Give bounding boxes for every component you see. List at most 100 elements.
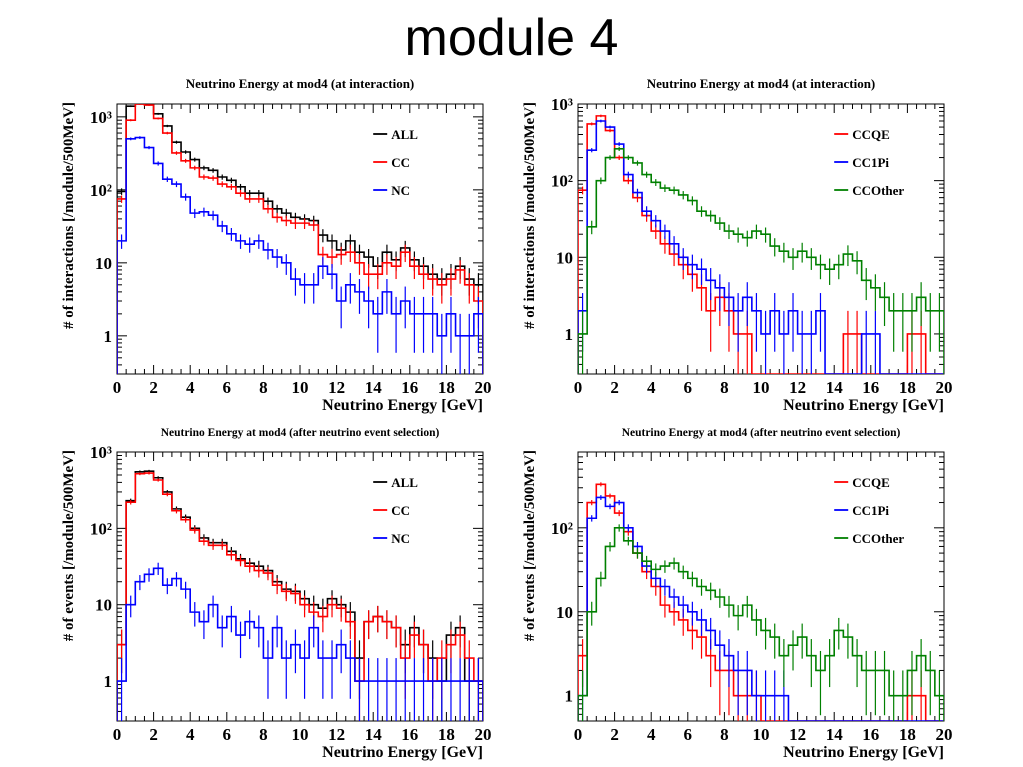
x-tick-label: 20 — [475, 725, 492, 744]
chart-title: Neutrino Energy at mod4 (after neutrino … — [161, 427, 440, 439]
y-axis-label: # of events [/module/500MeV] — [522, 450, 538, 641]
x-tick-label: 14 — [365, 725, 383, 744]
x-tick-label: 16 — [862, 725, 879, 744]
y-tick-label: 10² — [551, 172, 573, 191]
x-tick-label: 18 — [899, 378, 916, 397]
series-line — [578, 148, 944, 374]
legend-label: CCOther — [852, 531, 904, 546]
y-tick-label: 10³ — [90, 108, 112, 127]
x-tick-label: 20 — [936, 378, 953, 397]
chart-title: Neutrino Energy at mod4 (at interaction) — [647, 76, 876, 91]
x-tick-label: 8 — [259, 378, 268, 397]
legend-label: CCQE — [852, 127, 890, 142]
x-axis-label: Neutrino Energy [GeV] — [783, 744, 944, 761]
legend-label: NC — [391, 531, 410, 546]
legend-label: ALL — [391, 475, 418, 490]
y-axis-label: # of events [/module/500MeV] — [61, 450, 77, 641]
legend-label: CC1Pi — [852, 155, 889, 170]
x-tick-label: 10 — [753, 378, 770, 397]
series-nc — [117, 562, 483, 721]
x-tick-label: 18 — [438, 378, 455, 397]
slide-title: module 4 — [404, 9, 619, 67]
series-ccqe — [578, 114, 944, 374]
legend-label: ALL — [391, 127, 418, 142]
series-ccother — [578, 146, 944, 374]
series-line — [578, 527, 944, 721]
x-tick-label: 16 — [401, 378, 418, 397]
series-line — [117, 136, 483, 374]
chart-title: Neutrino Energy at mod4 (after neutrino … — [622, 427, 901, 439]
x-tick-label: 8 — [720, 725, 729, 744]
y-axis-label: # of interactions [/module/500MeV] — [522, 102, 538, 329]
x-tick-label: 12 — [789, 378, 806, 397]
x-tick-label: 16 — [401, 725, 418, 744]
y-tick-label: 10² — [90, 181, 112, 200]
x-tick-label: 4 — [647, 725, 656, 744]
x-tick-label: 8 — [259, 725, 268, 744]
x-tick-label: 12 — [328, 378, 345, 397]
chart-1: Neutrino Energy at mod4 (at interaction)… — [61, 76, 492, 414]
x-tick-label: 4 — [186, 725, 195, 744]
y-tick-label: 1 — [104, 672, 113, 691]
x-axis-label: Neutrino Energy [GeV] — [783, 397, 944, 414]
x-tick-label: 0 — [574, 725, 583, 744]
x-tick-label: 2 — [149, 378, 158, 397]
x-tick-label: 10 — [292, 725, 309, 744]
chart-title: Neutrino Energy at mod4 (at interaction) — [186, 76, 415, 91]
x-tick-label: 16 — [862, 378, 879, 397]
y-tick-label: 10 — [556, 248, 573, 267]
series-nc — [117, 136, 483, 374]
x-tick-label: 6 — [223, 725, 232, 744]
x-tick-label: 14 — [826, 378, 844, 397]
legend-label: CC — [391, 155, 410, 170]
x-tick-label: 20 — [475, 378, 492, 397]
x-tick-label: 0 — [113, 725, 122, 744]
x-tick-label: 12 — [789, 725, 806, 744]
x-tick-label: 14 — [826, 725, 844, 744]
x-tick-label: 0 — [113, 378, 122, 397]
x-tick-label: 10 — [753, 725, 770, 744]
x-tick-label: 4 — [647, 378, 656, 397]
y-tick-label: 10 — [95, 254, 112, 273]
legend-label: CCQE — [852, 475, 890, 490]
series-line — [117, 472, 483, 721]
x-tick-label: 10 — [292, 378, 309, 397]
x-tick-label: 8 — [720, 378, 729, 397]
x-tick-label: 20 — [936, 725, 953, 744]
x-tick-label: 14 — [365, 378, 383, 397]
y-tick-label: 10³ — [90, 443, 112, 462]
x-tick-label: 18 — [899, 725, 916, 744]
x-tick-label: 2 — [149, 725, 158, 744]
x-tick-label: 6 — [684, 725, 693, 744]
legend-label: CC — [391, 503, 410, 518]
x-tick-label: 12 — [328, 725, 345, 744]
series-line — [578, 496, 944, 721]
series-ccother — [578, 524, 944, 721]
y-tick-label: 1 — [565, 687, 574, 706]
x-tick-label: 0 — [574, 378, 583, 397]
y-tick-label: 10² — [90, 519, 112, 538]
x-tick-label: 6 — [223, 378, 232, 397]
legend-label: NC — [391, 183, 410, 198]
y-tick-label: 10² — [551, 519, 573, 538]
x-axis-label: Neutrino Energy [GeV] — [322, 744, 483, 761]
series-cc — [117, 471, 483, 721]
chart-3: Neutrino Energy at mod4 (after neutrino … — [61, 427, 492, 761]
series-line — [578, 115, 944, 374]
y-tick-label: 10 — [95, 596, 112, 615]
legend-label: CC1Pi — [852, 503, 889, 518]
x-tick-label: 18 — [438, 725, 455, 744]
chart-4: Neutrino Energy at mod4 (after neutrino … — [522, 427, 953, 761]
y-tick-label: 10 — [556, 603, 573, 622]
series-cc — [117, 104, 483, 374]
y-tick-label: 1 — [104, 327, 113, 346]
series-line — [117, 104, 483, 374]
x-tick-label: 2 — [610, 378, 619, 397]
x-tick-label: 6 — [684, 378, 693, 397]
x-tick-label: 2 — [610, 725, 619, 744]
x-tick-label: 4 — [186, 378, 195, 397]
y-tick-label: 10³ — [551, 95, 573, 114]
y-axis-label: # of interactions [/module/500MeV] — [61, 102, 77, 329]
y-tick-label: 1 — [565, 325, 574, 344]
